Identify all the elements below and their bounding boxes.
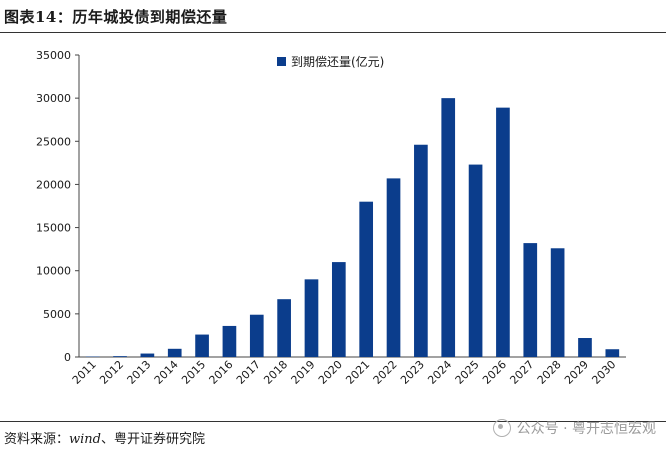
footer-divider (0, 421, 666, 422)
x-tick-label: 2013 (125, 358, 154, 387)
legend: 到期偿还量(亿元) (277, 54, 384, 69)
bar-series (85, 98, 620, 358)
bar-2013 (140, 353, 155, 357)
legend-label: 到期偿还量(亿元) (291, 54, 384, 69)
x-tick-label: 2024 (425, 358, 454, 387)
bar-2022 (386, 178, 401, 357)
x-tick-label: 2028 (535, 358, 564, 387)
y-tick-label: 10000 (36, 265, 71, 278)
title-divider (0, 32, 666, 33)
wechat-icon (492, 419, 511, 437)
watermark-text: 公众号 · 粤开志恒宏观 (516, 421, 656, 437)
x-tick-label: 2030 (589, 358, 618, 387)
x-tick-label: 2015 (179, 358, 208, 387)
y-tick-label: 25000 (36, 135, 71, 148)
bar-2024 (441, 98, 456, 358)
x-tick-label: 2027 (507, 358, 536, 387)
x-tick-label: 2019 (289, 358, 318, 387)
x-tick-label: 2022 (371, 358, 400, 387)
x-tick-label: 2026 (480, 358, 509, 387)
bar-2030 (605, 349, 620, 357)
bar-2027 (523, 243, 538, 357)
x-tick-label: 2025 (453, 358, 482, 387)
bar-2026 (496, 107, 510, 358)
x-tick-label: 2023 (398, 358, 427, 387)
bar-2028 (550, 248, 565, 357)
source-label: 资料来源： (4, 432, 70, 447)
bar-2020 (331, 262, 346, 357)
x-tick-label: 2029 (562, 358, 591, 387)
y-axis: 0 5000 10000 15000 20000 25000 30000 35000 (36, 49, 80, 364)
bar-2017 (249, 314, 264, 357)
y-tick-label: 35000 (36, 49, 71, 62)
chart-title: 图表14：历年城投债到期偿还量 (4, 8, 228, 26)
y-tick-label: 30000 (36, 92, 71, 105)
x-tick-label: 2021 (343, 358, 372, 387)
watermark: 公众号 · 粤开志恒宏观 (492, 418, 656, 438)
y-tick-label: 5000 (43, 308, 71, 321)
source-institute: 、粤开证券研究院 (101, 432, 206, 447)
x-tick-label: 2020 (316, 358, 345, 387)
x-tick-label: 2011 (70, 358, 99, 387)
bar-2029 (578, 338, 592, 357)
x-tick-label: 2018 (261, 358, 290, 387)
bar-2021 (359, 201, 374, 357)
y-tick-label: 15000 (36, 222, 71, 235)
x-tick-label: 2012 (97, 358, 126, 387)
source-wind: wind (69, 432, 101, 447)
y-tick-label: 20000 (36, 178, 71, 191)
bar-2014 (167, 348, 182, 357)
x-tick-label: 2014 (152, 358, 181, 387)
bar-2016 (222, 325, 237, 357)
legend-swatch (277, 57, 286, 66)
bar-2019 (304, 279, 319, 357)
x-tick-label: 2017 (234, 358, 263, 387)
bar-2023 (414, 144, 428, 357)
y-tick-label: 0 (64, 351, 71, 364)
bar-2018 (277, 299, 291, 357)
bar-2025 (468, 164, 483, 357)
x-tick-label: 2016 (207, 358, 236, 387)
bar-2012 (113, 356, 127, 357)
bar-2015 (195, 334, 209, 357)
source-note: 资料来源：wind、粤开证券研究院 (4, 428, 205, 447)
x-axis: 2011201220132014201520162017201820192020… (70, 356, 626, 387)
